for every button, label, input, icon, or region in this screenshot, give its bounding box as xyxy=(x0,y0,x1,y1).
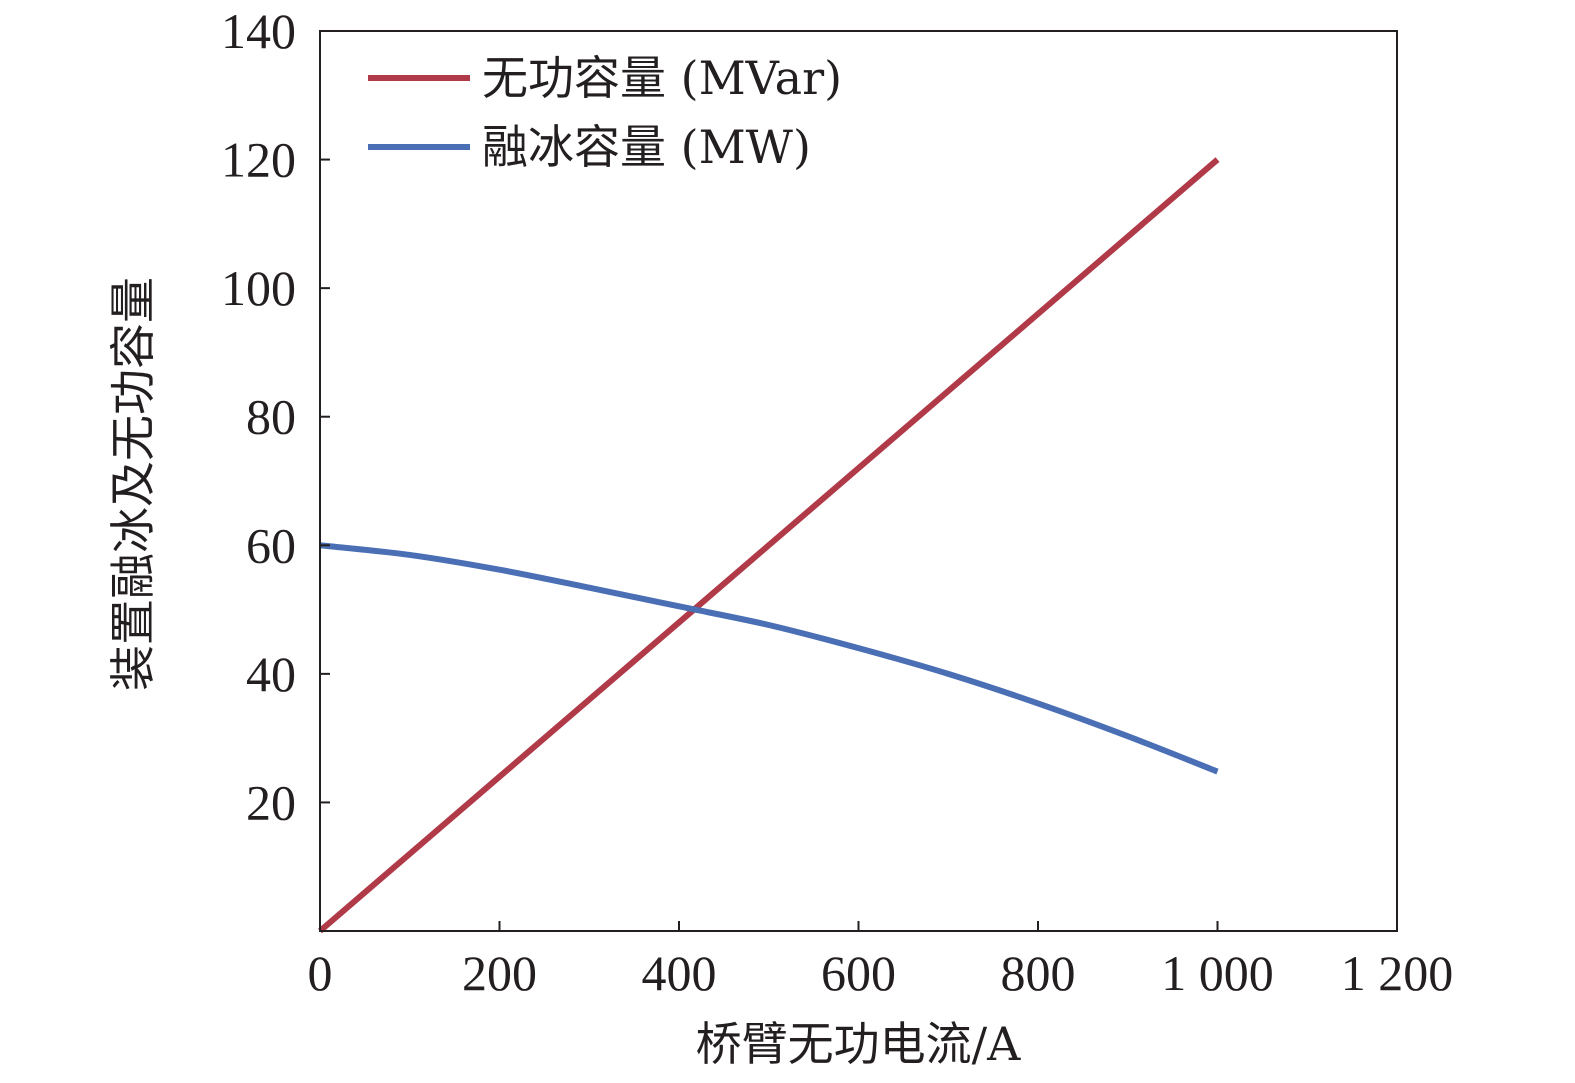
series-line-ice-melting-capacity xyxy=(319,542,1219,775)
y-tick-label: 140 xyxy=(221,3,296,59)
series-lines xyxy=(318,157,1220,934)
y-axis-title: 装置融冰及无功容量 xyxy=(106,277,160,691)
y-tick-label: 20 xyxy=(246,774,296,830)
legend-label-ice-melting-capacity: 融冰容量 (MW) xyxy=(482,120,811,174)
y-tick-label: 80 xyxy=(246,389,296,445)
axis-tick-labels: 0 200 400 600 800 1 000 1 200 20 40 60 80 100 120 140 xyxy=(221,3,1453,1001)
legend-label-reactive-capacity: 无功容量 (MVar) xyxy=(482,51,842,105)
axis-ticks xyxy=(320,158,1219,931)
y-tick-label: 60 xyxy=(246,517,296,573)
x-tick-label: 1 000 xyxy=(1161,945,1274,1001)
x-tick-label: 1 200 xyxy=(1341,945,1454,1001)
x-tick-label: 400 xyxy=(642,945,717,1001)
series-line-reactive-capacity xyxy=(318,157,1220,934)
y-tick-label: 40 xyxy=(246,646,296,702)
x-tick-label: 0 xyxy=(308,945,333,1001)
legend: 无功容量 (MVar) 融冰容量 (MW) xyxy=(368,51,842,174)
x-tick-label: 600 xyxy=(821,945,896,1001)
x-axis-title: 桥臂无功电流/A xyxy=(696,1017,1021,1071)
y-tick-label: 100 xyxy=(221,260,296,316)
x-tick-label: 200 xyxy=(462,945,537,1001)
x-tick-label: 800 xyxy=(1001,945,1076,1001)
y-tick-label: 120 xyxy=(221,132,296,188)
